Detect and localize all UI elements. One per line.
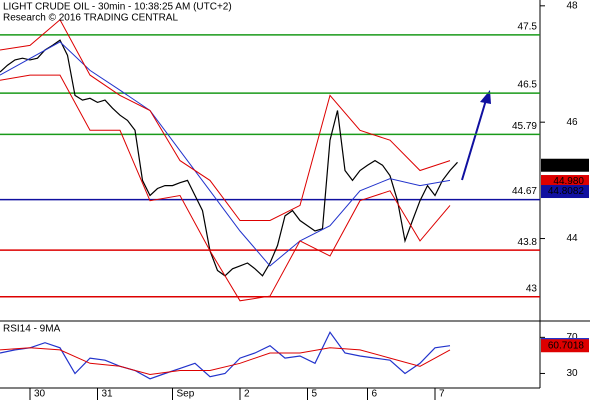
level-label: 46.5: [518, 80, 538, 91]
price-tag-label: 44.980: [553, 176, 584, 187]
price-tag: [541, 185, 589, 199]
x-tick-label: 31: [102, 389, 114, 400]
x-tick-label: 30: [34, 389, 46, 400]
price-tag-label: 45.26: [559, 160, 584, 171]
price-tag-label: 60.7018: [548, 340, 585, 351]
x-tick-label: Sep: [177, 389, 195, 400]
y-tick-label: 48: [566, 0, 578, 11]
x-tick-label: 2: [244, 389, 250, 400]
y-tick-label: 46: [566, 117, 578, 128]
level-label: 47.5: [518, 22, 538, 33]
y-tick-label: 30: [566, 368, 578, 379]
chart-title: LIGHT CRUDE OIL - 30min - 10:38:25 AM (U…: [3, 2, 232, 13]
series-line: [0, 19, 451, 221]
level-label: 43: [526, 283, 538, 294]
level-label: 45.79: [512, 121, 537, 132]
price-tag-label: 44.8082: [548, 186, 585, 197]
x-tick-label: 7: [439, 389, 445, 400]
price-tag: [541, 158, 589, 172]
level-label: 44.67: [512, 186, 537, 197]
y-tick-label: 44: [566, 233, 578, 244]
price-tag: [541, 175, 589, 189]
series-line: [0, 331, 451, 380]
series-line: [0, 41, 451, 267]
price-tag: [541, 339, 589, 353]
forecast-arrow: [461, 99, 487, 181]
chart-subtitle: Research © 2016 TRADING CENTRAL: [3, 13, 178, 24]
series-line: [0, 74, 451, 302]
y-tick-label: 70: [566, 332, 578, 343]
x-tick-label: 6: [372, 389, 378, 400]
level-label: 43.8: [518, 237, 538, 248]
arrow-head: [480, 90, 491, 104]
series-line: [0, 347, 451, 376]
series-line: [0, 39, 458, 277]
chart-title: RSI14 - 9MA: [3, 324, 61, 335]
x-tick-label: 5: [312, 389, 318, 400]
